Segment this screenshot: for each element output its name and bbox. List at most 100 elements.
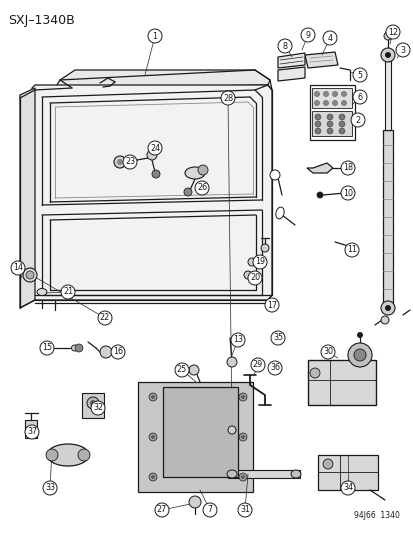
Ellipse shape [226,470,236,478]
Circle shape [46,449,58,461]
Circle shape [111,345,125,359]
Bar [311,111,351,136]
Polygon shape [277,67,304,81]
Bar [317,455,377,490]
Text: 6: 6 [357,93,362,101]
Circle shape [61,285,75,299]
Circle shape [326,114,332,120]
Circle shape [347,166,351,170]
Circle shape [326,121,332,127]
Circle shape [247,258,255,266]
Circle shape [314,92,319,96]
Circle shape [267,361,281,375]
Text: 21: 21 [63,287,73,296]
Circle shape [151,395,154,399]
Text: 22: 22 [100,313,110,322]
Text: 29: 29 [252,360,263,369]
Circle shape [202,503,216,517]
Circle shape [23,268,37,282]
Circle shape [352,68,366,82]
Text: 34: 34 [342,483,352,492]
Bar [228,470,299,478]
Text: 12: 12 [387,28,397,36]
Circle shape [309,368,319,378]
Text: 36: 36 [269,364,279,373]
Text: 4: 4 [327,34,332,43]
Bar [307,360,375,405]
Bar [382,130,392,305]
Text: 5: 5 [356,70,362,79]
Circle shape [338,121,344,127]
Circle shape [322,31,336,45]
Circle shape [320,345,334,359]
Circle shape [189,365,199,375]
Circle shape [240,395,244,399]
Circle shape [300,28,314,42]
Circle shape [322,459,332,469]
Text: 16: 16 [113,348,123,357]
Text: 37: 37 [27,427,37,437]
Bar [82,393,104,418]
Circle shape [123,155,137,169]
Circle shape [250,358,264,372]
Circle shape [338,128,344,134]
Circle shape [341,101,346,106]
Circle shape [43,481,57,495]
Circle shape [238,473,247,481]
Circle shape [314,114,320,120]
Circle shape [100,346,112,358]
Text: 14: 14 [13,263,23,272]
Circle shape [221,91,235,105]
Circle shape [356,332,362,338]
Circle shape [332,101,337,106]
Text: 26: 26 [197,183,206,192]
Polygon shape [306,163,332,173]
Circle shape [237,503,252,517]
Ellipse shape [47,444,89,466]
Circle shape [230,333,244,347]
Ellipse shape [71,345,78,351]
Circle shape [344,243,358,257]
Circle shape [147,141,161,155]
Circle shape [183,188,192,196]
Circle shape [314,128,320,134]
Circle shape [350,113,364,127]
Circle shape [98,311,112,325]
Circle shape [380,48,394,62]
Circle shape [326,128,332,134]
Text: 10: 10 [342,189,352,198]
Circle shape [90,400,96,406]
Ellipse shape [275,207,283,219]
Circle shape [271,331,284,345]
Circle shape [252,255,266,269]
Circle shape [384,305,390,311]
Text: 24: 24 [150,143,160,152]
Ellipse shape [37,288,47,295]
Circle shape [243,271,252,279]
Circle shape [395,43,409,57]
Text: 27: 27 [157,505,167,514]
Circle shape [338,114,344,120]
Circle shape [323,92,328,96]
Bar [25,420,37,438]
Circle shape [247,271,261,285]
Circle shape [316,192,322,198]
Circle shape [175,363,189,377]
Circle shape [341,92,346,96]
Text: 18: 18 [342,164,352,173]
Text: 2: 2 [355,116,360,125]
Polygon shape [304,52,337,68]
Circle shape [189,496,201,508]
Circle shape [151,475,154,479]
Circle shape [149,433,157,441]
Polygon shape [277,53,304,68]
Ellipse shape [226,446,236,450]
Bar [384,58,390,130]
Circle shape [75,344,83,352]
Circle shape [117,159,123,165]
Circle shape [197,165,207,175]
Text: 7: 7 [207,505,212,514]
Circle shape [340,186,354,200]
Text: 35: 35 [272,334,282,343]
Circle shape [228,426,235,434]
